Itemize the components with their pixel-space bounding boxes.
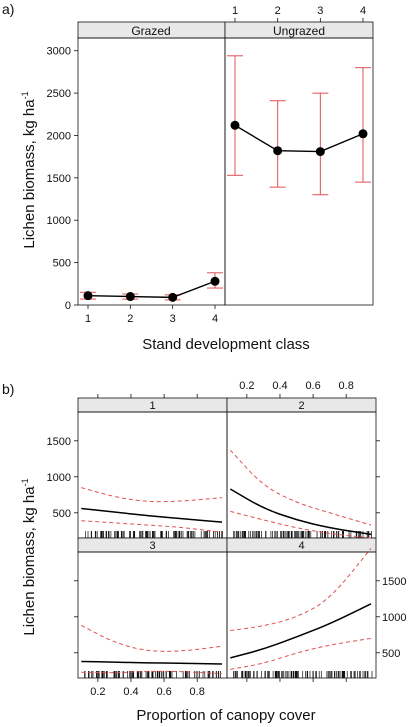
- data-point-1-1: [273, 146, 283, 156]
- plot-frame-b-1: [226, 411, 377, 539]
- ci-lower-b-1: [230, 510, 372, 539]
- data-point-0-1: [125, 292, 135, 302]
- plot-a-grazed: Grazed: [77, 21, 226, 306]
- y-axis-label-a-sup: -1: [20, 91, 30, 99]
- y-tick-label-b-right-1: 1000: [382, 612, 406, 624]
- series-a: [80, 55, 371, 302]
- rug-b-0: [85, 531, 223, 538]
- x-axis-a-bottom: 1 2 3 4: [85, 305, 218, 325]
- data-point-1-2: [315, 147, 325, 157]
- y-tick-label-b-right-2: 1500: [382, 576, 406, 588]
- data-point-0-0: [83, 291, 93, 301]
- strip-label-b-0: 1: [149, 400, 155, 412]
- rug-b-3: [233, 671, 373, 678]
- y-axis-label-a-main: Lichen biomass, kg ha: [21, 99, 38, 249]
- x-tick-label-a-bottom-1: 2: [127, 313, 133, 325]
- y-tick-label-a-5: 2500: [47, 88, 71, 100]
- y-tick-label-b-right-0: 500: [382, 648, 400, 660]
- fit-line-b-2: [81, 660, 223, 665]
- strip-label-b-1: 2: [298, 400, 304, 412]
- rug-b: [84, 531, 373, 678]
- data-point-0-2: [168, 292, 178, 302]
- x-tick-label-b-top-2: 0.6: [305, 380, 320, 392]
- x-tick-label-b-bottom-0: 0.2: [90, 686, 105, 698]
- x-tick-label-a-top-0: 1: [232, 5, 238, 17]
- plot-frame-b-2: [77, 551, 228, 679]
- x-axis-label-b: Proportion of canopy cover: [136, 707, 315, 724]
- rug-b-1: [233, 531, 372, 538]
- y-axis-label-b: Lichen biomass, kg ha-1: [20, 478, 38, 635]
- y-tick-label-a-0: 0: [65, 300, 71, 312]
- fit-line-b-1: [229, 488, 372, 536]
- axes-b: 0.2 0.2 0.4 0.4 0.6 0.6 0.8 0.8 500 1000 1500 500 10…: [47, 380, 407, 698]
- x-tick-label-a-bottom-3: 4: [212, 313, 218, 325]
- ci-upper-b-1: [229, 449, 372, 526]
- strip-label-ungrazed: Ungrazed: [273, 24, 325, 38]
- x-tick-label-a-top-2: 3: [317, 5, 323, 17]
- y-tick-label-a-4: 2000: [47, 130, 71, 142]
- y-axis-label-b-sup: -1: [20, 478, 30, 486]
- x-tick-label-b-bottom-2: 0.6: [156, 686, 171, 698]
- fit-line-b-3: [230, 603, 372, 659]
- strip-label-grazed: Grazed: [131, 24, 170, 38]
- plot-frame-b-3: [226, 551, 377, 679]
- x-tick-label-a-bottom-0: 1: [85, 313, 91, 325]
- y-tick-label-b-left-2: 1500: [47, 436, 71, 448]
- ci-lower-b-0: [81, 520, 223, 533]
- plot-frame-b-0: [77, 411, 228, 539]
- panel-label-b: b): [2, 381, 14, 397]
- data-point-1-0: [230, 120, 240, 130]
- series-line-1: [234, 124, 364, 153]
- y-axis-a: 0 500 1000 1500 2000 2500 3000: [47, 46, 78, 312]
- plot-b-frames: 1 2 3 4: [77, 397, 377, 679]
- y-axis-label-b-main: Lichen biomass, kg ha: [21, 486, 38, 636]
- x-axis-a-top: 1 2 3 4: [232, 5, 366, 22]
- x-tick-label-b-top-0: 0.2: [239, 380, 254, 392]
- panel-label-a: a): [2, 1, 14, 17]
- x-tick-label-b-bottom-3: 0.8: [190, 686, 205, 698]
- series-b: [81, 449, 372, 675]
- data-point-0-3: [210, 276, 220, 286]
- x-tick-label-b-top-3: 0.8: [339, 380, 354, 392]
- plot-a-ungrazed: Ungrazed: [224, 21, 374, 306]
- ci-lower-b-3: [230, 637, 372, 670]
- x-tick-label-a-top-3: 4: [360, 5, 366, 17]
- ci-upper-b-3: [230, 548, 372, 631]
- x-axis-label-a: Stand development class: [142, 336, 310, 353]
- x-tick-label-b-top-1: 0.4: [272, 380, 287, 392]
- y-axis-label-a: Lichen biomass, kg ha-1: [20, 91, 38, 248]
- ci-upper-b-0: [81, 487, 223, 503]
- y-tick-label-a-2: 1000: [47, 215, 71, 227]
- x-tick-label-a-top-1: 2: [275, 5, 281, 17]
- ci-upper-b-2: [81, 624, 223, 652]
- strip-label-b-3: 4: [298, 540, 304, 552]
- x-tick-label-a-bottom-2: 3: [170, 313, 176, 325]
- y-tick-label-b-left-1: 1000: [47, 472, 71, 484]
- plot-frame-ungrazed: [224, 37, 374, 306]
- fit-line-b-0: [81, 507, 223, 523]
- data-point-1-3: [358, 129, 368, 139]
- y-tick-label-a-1: 500: [53, 258, 71, 270]
- y-tick-label-a-6: 3000: [47, 46, 71, 58]
- y-tick-label-a-3: 1500: [47, 173, 71, 185]
- strip-label-b-2: 3: [149, 540, 155, 552]
- rug-b-2: [84, 671, 221, 678]
- x-tick-label-b-bottom-1: 0.4: [123, 686, 138, 698]
- ci-lower-b-2: [81, 670, 223, 675]
- series-line-0: [87, 280, 216, 299]
- plot-frame-grazed: [77, 37, 226, 306]
- y-tick-label-b-left-0: 500: [53, 508, 71, 520]
